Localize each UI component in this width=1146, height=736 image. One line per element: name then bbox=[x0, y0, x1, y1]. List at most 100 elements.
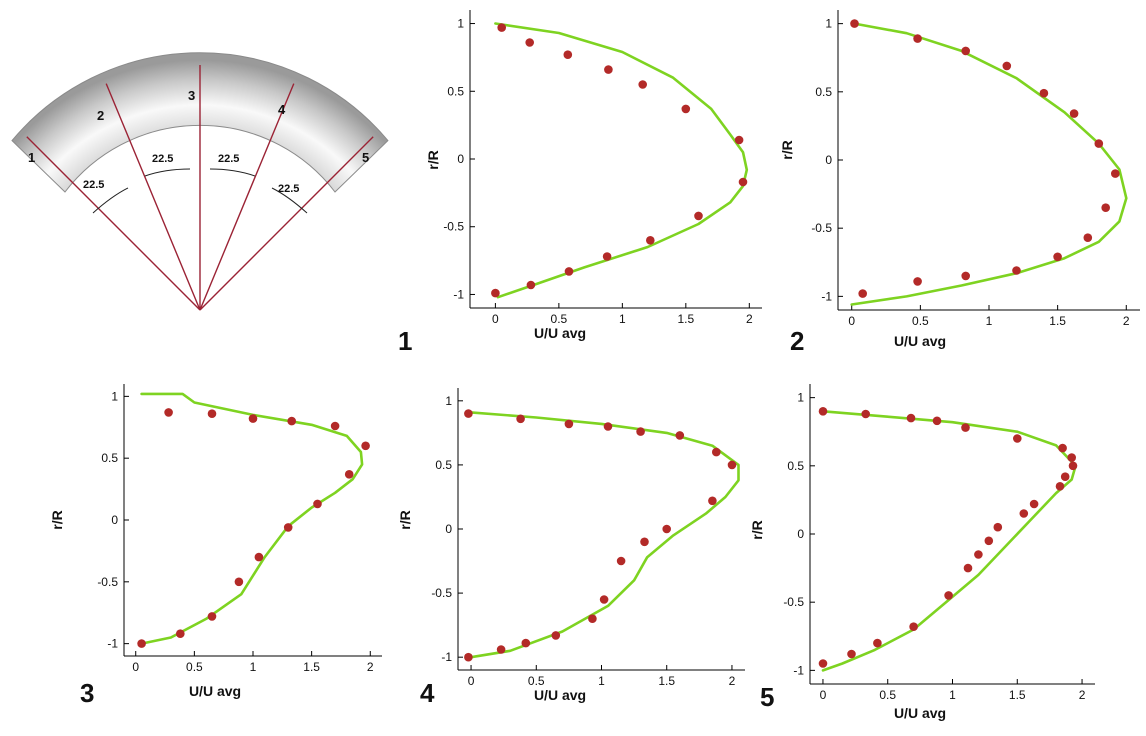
data-point bbox=[694, 211, 703, 221]
x-axis-label: U/U avg bbox=[189, 683, 241, 699]
y-tick-label: 0.5 bbox=[435, 458, 452, 472]
section-line-5 bbox=[199, 136, 374, 311]
section-label-4: 4 bbox=[278, 102, 286, 117]
data-point bbox=[873, 638, 882, 648]
data-point bbox=[738, 177, 748, 187]
data-point bbox=[961, 271, 970, 281]
data-point bbox=[1053, 252, 1062, 262]
y-axis-label: r/R bbox=[397, 510, 413, 529]
data-point bbox=[344, 470, 354, 479]
data-point bbox=[818, 407, 828, 416]
data-point bbox=[1068, 461, 1078, 471]
angle-arc-2 bbox=[144, 168, 191, 177]
x-tick-label: 0.5 bbox=[551, 312, 568, 326]
data-point bbox=[564, 267, 574, 276]
simulation-line bbox=[494, 22, 749, 299]
data-point bbox=[563, 50, 573, 59]
y-tick-label: 1 bbox=[825, 17, 832, 31]
data-point bbox=[1069, 109, 1079, 118]
data-point bbox=[858, 289, 867, 298]
data-point bbox=[961, 423, 970, 432]
y-axis-label: r/R bbox=[749, 520, 765, 539]
y-axis-label: r/R bbox=[425, 150, 441, 169]
x-tick-label: 0 bbox=[132, 660, 139, 674]
data-point bbox=[636, 427, 645, 436]
section-label-1: 1 bbox=[28, 150, 35, 165]
x-tick-label: 0.5 bbox=[186, 660, 203, 674]
profile-panel-2: 0 0.5 1 1.5 2 1 0.5 0 -0.5 -1 U/U avg r/R 2 bbox=[779, 10, 1140, 356]
x-tick-label: 1 bbox=[986, 314, 993, 328]
data-point bbox=[712, 447, 721, 457]
angle-label-1: 22.5 bbox=[83, 179, 104, 191]
section-line-4 bbox=[199, 83, 295, 311]
section-line-2 bbox=[105, 83, 201, 311]
data-point bbox=[248, 414, 258, 423]
data-point bbox=[961, 46, 970, 56]
data-point bbox=[818, 659, 828, 668]
x-tick-label: 1 bbox=[598, 674, 605, 688]
y-tick-label: 0.5 bbox=[447, 84, 464, 98]
data-point bbox=[1012, 266, 1021, 275]
section-label-5: 5 bbox=[362, 150, 369, 165]
y-tick-label: -1 bbox=[107, 637, 118, 651]
x-axis-label: U/U avg bbox=[534, 687, 586, 703]
data-point bbox=[974, 550, 983, 559]
profile-panel-1: 0 0.5 1 1.5 2 1 0.5 0 -0.5 -1 U/U avg r/R 1 bbox=[398, 10, 762, 356]
data-point bbox=[932, 416, 942, 426]
x-tick-label: 0 bbox=[820, 688, 827, 702]
simulation-line bbox=[469, 411, 740, 659]
data-point bbox=[1029, 499, 1039, 509]
data-point bbox=[176, 629, 185, 638]
data-point bbox=[681, 104, 691, 114]
angle-arc-4 bbox=[271, 187, 308, 214]
y-tick-label: -0.5 bbox=[443, 220, 464, 234]
section-lines bbox=[26, 65, 374, 311]
y-tick-label: 0.5 bbox=[787, 459, 804, 473]
data-point bbox=[906, 413, 916, 423]
data-point bbox=[164, 408, 173, 417]
x-tick-label: 2 bbox=[1123, 314, 1130, 328]
x-axis-label: U/U avg bbox=[894, 705, 946, 721]
y-tick-label: -0.5 bbox=[431, 586, 452, 600]
data-point bbox=[521, 638, 531, 648]
data-point bbox=[1058, 443, 1067, 453]
panel-number: 2 bbox=[790, 326, 804, 356]
x-tick-label: 0.5 bbox=[912, 314, 929, 328]
data-point bbox=[564, 419, 574, 429]
data-point bbox=[599, 595, 609, 604]
data-point bbox=[603, 422, 613, 431]
data-point bbox=[137, 639, 146, 648]
bend-schematic: 1 2 3 4 5 22.5 22.5 22.5 22.5 bbox=[11, 52, 389, 311]
data-point bbox=[734, 135, 744, 145]
data-point bbox=[993, 522, 1003, 532]
x-tick-label: 1.5 bbox=[677, 312, 694, 326]
data-point bbox=[551, 631, 561, 640]
y-tick-label: 0 bbox=[797, 527, 804, 541]
section-label-3: 3 bbox=[188, 88, 195, 103]
x-tick-label: 1.5 bbox=[1049, 314, 1066, 328]
x-tick-label: 0 bbox=[848, 314, 855, 328]
data-point bbox=[254, 552, 264, 562]
profile-panel-4: 0 0.5 1 1.5 2 1 0.5 0 -0.5 -1 U/U avg r/R 4 bbox=[397, 388, 745, 708]
x-tick-label: 0.5 bbox=[528, 674, 545, 688]
y-tick-label: 0 bbox=[825, 153, 832, 167]
data-point bbox=[646, 236, 655, 245]
y-tick-label: -0.5 bbox=[811, 221, 832, 235]
data-point bbox=[847, 649, 856, 659]
data-point bbox=[525, 38, 534, 47]
panel-number: 1 bbox=[398, 326, 412, 356]
data-point bbox=[1060, 472, 1070, 482]
x-tick-label: 2 bbox=[729, 674, 736, 688]
data-point bbox=[207, 409, 217, 419]
data-point bbox=[1101, 203, 1110, 212]
x-tick-label: 1 bbox=[949, 688, 956, 702]
data-point bbox=[1055, 482, 1065, 491]
panel-number: 3 bbox=[80, 678, 94, 708]
data-point bbox=[602, 252, 612, 261]
x-axis-label: U/U avg bbox=[894, 333, 946, 349]
section-label-2: 2 bbox=[97, 108, 104, 123]
data-point bbox=[283, 523, 293, 532]
simulation-line bbox=[140, 392, 364, 645]
y-tick-label: 1 bbox=[111, 389, 118, 403]
